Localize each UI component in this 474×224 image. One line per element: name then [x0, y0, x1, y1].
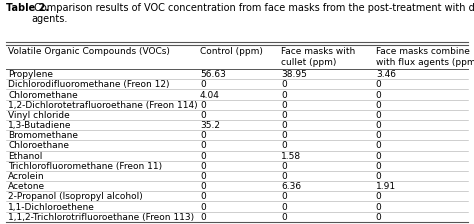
Text: 1.58: 1.58 [281, 152, 301, 161]
Text: 0: 0 [281, 213, 287, 222]
Text: 0: 0 [200, 202, 206, 211]
Text: Volatile Organic Compounds (VOCs): Volatile Organic Compounds (VOCs) [8, 47, 170, 56]
Text: Face masks combine
with flux agents (ppm): Face masks combine with flux agents (ppm… [376, 47, 474, 67]
Text: Chloroethane: Chloroethane [8, 141, 69, 151]
Text: Dichlorodifluoromethane (Freon 12): Dichlorodifluoromethane (Freon 12) [8, 80, 170, 89]
Text: Acrolein: Acrolein [8, 172, 45, 181]
Text: 0: 0 [200, 131, 206, 140]
Text: 0: 0 [200, 101, 206, 110]
Text: 0: 0 [200, 213, 206, 222]
Text: 0: 0 [376, 172, 382, 181]
Text: 56.63: 56.63 [200, 70, 226, 79]
Text: Trichlorofluoromethane (Freon 11): Trichlorofluoromethane (Freon 11) [8, 162, 162, 171]
Text: 1,3-Butadiene: 1,3-Butadiene [8, 121, 72, 130]
Text: 1,2-Dichlorotetrafluoroethane (Freon 114): 1,2-Dichlorotetrafluoroethane (Freon 114… [8, 101, 198, 110]
Text: 0: 0 [200, 152, 206, 161]
Text: 0: 0 [376, 141, 382, 151]
Text: Bromomethane: Bromomethane [8, 131, 78, 140]
Text: 0: 0 [281, 131, 287, 140]
Text: 35.2: 35.2 [200, 121, 220, 130]
Text: 4.04: 4.04 [200, 90, 220, 99]
Text: 0: 0 [376, 202, 382, 211]
Text: 38.95: 38.95 [281, 70, 307, 79]
Text: Table 2.: Table 2. [6, 3, 49, 13]
Text: 0: 0 [281, 192, 287, 201]
Text: 0: 0 [200, 141, 206, 151]
Text: Vinyl chloride: Vinyl chloride [8, 111, 70, 120]
Text: 0: 0 [281, 111, 287, 120]
Text: 1,1,2-Trichlorotrifluoroethane (Freon 113): 1,1,2-Trichlorotrifluoroethane (Freon 11… [8, 213, 194, 222]
Text: 0: 0 [281, 162, 287, 171]
Text: 0: 0 [376, 111, 382, 120]
Text: 0: 0 [281, 101, 287, 110]
Text: 0: 0 [376, 131, 382, 140]
Text: 6.36: 6.36 [281, 182, 301, 191]
Text: 0: 0 [281, 202, 287, 211]
Text: 0: 0 [281, 121, 287, 130]
Text: 0: 0 [281, 90, 287, 99]
Text: 0: 0 [376, 213, 382, 222]
Text: Comparison results of VOC concentration from face masks from the post-treatment : Comparison results of VOC concentration … [31, 3, 474, 24]
Text: 3.46: 3.46 [376, 70, 396, 79]
Text: Propylene: Propylene [8, 70, 53, 79]
Text: 0: 0 [376, 90, 382, 99]
Text: 0: 0 [200, 162, 206, 171]
Text: 2-Propanol (Isopropyl alcohol): 2-Propanol (Isopropyl alcohol) [8, 192, 143, 201]
Text: 0: 0 [200, 172, 206, 181]
Text: 0: 0 [376, 121, 382, 130]
Text: 0: 0 [376, 192, 382, 201]
Text: 0: 0 [200, 80, 206, 89]
Text: 0: 0 [200, 111, 206, 120]
Text: Chloromethane: Chloromethane [8, 90, 78, 99]
Text: 0: 0 [200, 192, 206, 201]
Text: 0: 0 [376, 101, 382, 110]
Text: 0: 0 [376, 80, 382, 89]
Text: 1.91: 1.91 [376, 182, 396, 191]
Text: 0: 0 [281, 80, 287, 89]
Text: 0: 0 [281, 141, 287, 151]
Text: 0: 0 [376, 152, 382, 161]
Text: Face masks with
cullet (ppm): Face masks with cullet (ppm) [281, 47, 355, 67]
Text: 0: 0 [376, 162, 382, 171]
Text: Control (ppm): Control (ppm) [200, 47, 263, 56]
Text: Acetone: Acetone [8, 182, 45, 191]
Text: 1,1-Dichloroethene: 1,1-Dichloroethene [8, 202, 95, 211]
Text: 0: 0 [281, 172, 287, 181]
Text: Ethanol: Ethanol [8, 152, 43, 161]
Text: 0: 0 [200, 182, 206, 191]
